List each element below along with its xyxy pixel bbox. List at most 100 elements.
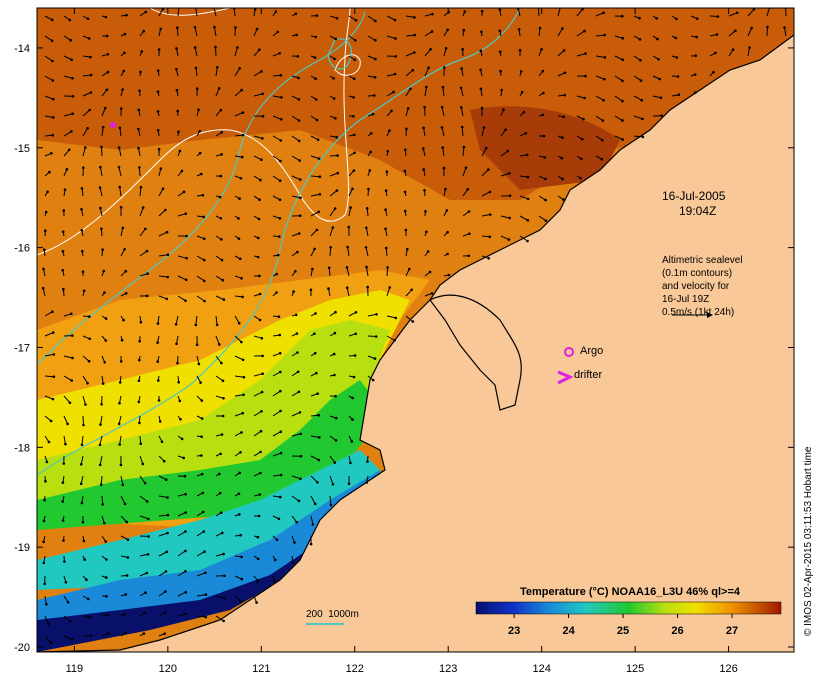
velocity-arrow-head bbox=[214, 45, 217, 49]
velocity-arrow-head bbox=[406, 107, 410, 110]
velocity-arrow-head bbox=[67, 148, 71, 152]
velocity-arrow-head bbox=[404, 228, 408, 232]
velocity-arrow-head bbox=[89, 55, 92, 59]
velocity-arrow-head bbox=[508, 216, 512, 220]
velocity-arrow bbox=[158, 231, 168, 237]
velocity-arrow-head bbox=[274, 10, 278, 13]
velocity-arrow-head bbox=[61, 481, 65, 484]
velocity-arrow bbox=[366, 267, 369, 277]
velocity-arrow bbox=[519, 195, 529, 200]
velocity-arrow bbox=[766, 26, 768, 37]
velocity-arrow bbox=[118, 147, 122, 157]
velocity-arrow-head bbox=[394, 37, 397, 40]
velocity-arrow-head bbox=[121, 226, 125, 230]
velocity-arrow-head bbox=[291, 560, 295, 564]
velocity-arrow-head bbox=[61, 269, 65, 272]
velocity-arrow bbox=[442, 87, 445, 97]
velocity-arrow-head bbox=[318, 193, 322, 196]
velocity-arrow bbox=[253, 335, 262, 339]
velocity-arrow-head bbox=[43, 498, 46, 502]
velocity-arrow-head bbox=[89, 73, 93, 77]
velocity-arrow-head bbox=[354, 311, 358, 314]
velocity-arrow-head bbox=[218, 343, 221, 346]
velocity-arrow bbox=[196, 531, 205, 537]
velocity-arrow-head bbox=[240, 155, 244, 159]
velocity-arrow-head bbox=[430, 292, 434, 295]
velocity-arrow-head bbox=[353, 151, 356, 155]
velocity-arrow bbox=[177, 512, 186, 517]
velocity-arrow-head bbox=[175, 47, 178, 50]
velocity-arrow-head bbox=[272, 579, 276, 582]
velocity-arrow-head bbox=[166, 253, 170, 256]
velocity-arrow bbox=[215, 335, 220, 345]
velocity-arrow-head bbox=[197, 362, 201, 366]
velocity-arrow bbox=[63, 75, 73, 79]
velocity-arrow-head bbox=[354, 19, 358, 22]
velocity-arrow-head bbox=[87, 597, 90, 601]
velocity-arrow-head bbox=[166, 496, 169, 499]
velocity-arrow-head bbox=[165, 230, 169, 234]
velocity-arrow bbox=[44, 95, 54, 100]
velocity-arrow-head bbox=[100, 227, 103, 231]
velocity-arrow-head bbox=[70, 130, 73, 133]
velocity-arrow-head bbox=[441, 146, 445, 149]
velocity-arrow-head bbox=[317, 458, 321, 462]
velocity-arrow-head bbox=[489, 213, 492, 216]
velocity-arrow-head bbox=[258, 48, 261, 51]
velocity-arrow-head bbox=[294, 270, 297, 273]
velocity-arrow-head bbox=[51, 133, 54, 137]
velocity-arrow-head bbox=[201, 510, 205, 514]
velocity-arrow-head bbox=[204, 571, 207, 575]
velocity-arrow bbox=[215, 67, 218, 77]
velocity-arrow bbox=[177, 613, 186, 617]
velocity-arrow-head bbox=[579, 176, 582, 180]
velocity-arrow-head bbox=[193, 46, 197, 49]
velocity-arrow-head bbox=[125, 13, 128, 17]
velocity-arrow-head bbox=[219, 511, 223, 514]
velocity-arrow-head bbox=[444, 47, 448, 50]
velocity-arrow bbox=[234, 335, 242, 343]
velocity-arrow-head bbox=[484, 146, 488, 150]
velocity-arrow-head bbox=[165, 297, 169, 301]
velocity-arrow-head bbox=[105, 576, 108, 579]
velocity-arrow bbox=[234, 89, 243, 97]
velocity-arrow-head bbox=[139, 320, 143, 324]
velocity-arrow-head bbox=[526, 239, 529, 243]
velocity-arrow bbox=[441, 107, 445, 117]
velocity-arrow-head bbox=[44, 210, 48, 214]
velocity-arrow-head bbox=[333, 461, 337, 464]
velocity-arrow bbox=[460, 107, 464, 117]
velocity-arrow-head bbox=[51, 310, 54, 314]
lon-tick-label: 125 bbox=[626, 663, 644, 675]
velocity-arrow-head bbox=[538, 26, 542, 30]
velocity-arrow bbox=[82, 128, 89, 137]
velocity-arrow-head bbox=[298, 411, 302, 414]
velocity-arrow-head bbox=[487, 168, 490, 171]
velocity-arrow-head bbox=[655, 17, 658, 20]
velocity-arrow-head bbox=[71, 112, 74, 115]
velocity-arrow-head bbox=[297, 232, 301, 235]
velocity-arrow-head bbox=[299, 432, 303, 436]
velocity-arrow-head bbox=[409, 87, 412, 91]
velocity-arrow bbox=[310, 475, 318, 483]
velocity-arrow bbox=[253, 155, 262, 161]
velocity-arrow-head bbox=[317, 210, 321, 214]
velocity-arrow-head bbox=[500, 88, 504, 92]
velocity-arrow-head bbox=[393, 18, 397, 22]
velocity-arrow bbox=[347, 247, 350, 257]
velocity-arrow bbox=[652, 95, 662, 99]
velocity-arrow-head bbox=[137, 108, 141, 112]
velocity-arrow-head bbox=[335, 16, 339, 20]
velocity-arrow bbox=[158, 514, 168, 517]
velocity-arrow-head bbox=[164, 478, 168, 482]
velocity-arrow-head bbox=[124, 292, 128, 295]
velocity-arrow-head bbox=[580, 157, 583, 161]
velocity-arrow-head bbox=[316, 392, 319, 396]
velocity-arrow-head bbox=[526, 219, 530, 222]
velocity-arrow-head bbox=[506, 149, 510, 153]
velocity-arrow-head bbox=[783, 26, 786, 29]
velocity-arrow-head bbox=[275, 272, 279, 276]
velocity-arrow-head bbox=[314, 312, 317, 315]
velocity-arrow-head bbox=[80, 187, 84, 190]
velocity-arrow bbox=[138, 167, 141, 177]
